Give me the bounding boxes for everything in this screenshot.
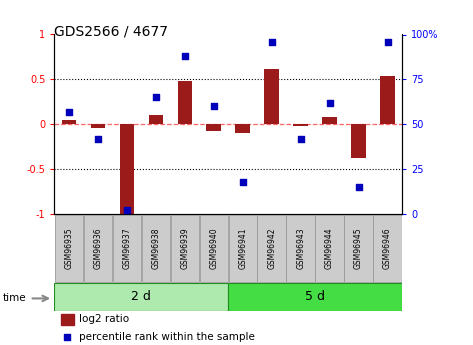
- FancyBboxPatch shape: [200, 215, 228, 282]
- Point: [210, 104, 218, 109]
- Point: [297, 136, 305, 141]
- Text: GSM96946: GSM96946: [383, 228, 392, 269]
- Bar: [61, 314, 73, 325]
- FancyBboxPatch shape: [228, 283, 402, 310]
- FancyBboxPatch shape: [373, 215, 402, 282]
- Point: [94, 136, 102, 141]
- Bar: [236, 124, 250, 133]
- Text: GSM96938: GSM96938: [151, 228, 160, 269]
- Text: GSM96940: GSM96940: [209, 228, 218, 269]
- Text: GSM96935: GSM96935: [64, 228, 73, 269]
- Text: GDS2566 / 4677: GDS2566 / 4677: [54, 24, 168, 38]
- Bar: [351, 124, 366, 158]
- FancyBboxPatch shape: [54, 283, 228, 310]
- FancyBboxPatch shape: [113, 215, 141, 282]
- Point: [123, 208, 131, 213]
- Text: GSM96944: GSM96944: [325, 228, 334, 269]
- Point: [63, 335, 71, 340]
- Bar: [293, 124, 308, 126]
- Bar: [323, 117, 337, 124]
- Text: GSM96943: GSM96943: [296, 228, 305, 269]
- Point: [65, 109, 73, 115]
- Bar: [177, 81, 192, 124]
- Bar: [264, 69, 279, 124]
- Text: GSM96942: GSM96942: [267, 228, 276, 269]
- Text: GSM96941: GSM96941: [238, 228, 247, 269]
- FancyBboxPatch shape: [257, 215, 286, 282]
- Text: 2 d: 2 d: [131, 290, 151, 303]
- Text: GSM96937: GSM96937: [123, 228, 131, 269]
- FancyBboxPatch shape: [171, 215, 199, 282]
- Point: [326, 100, 333, 106]
- Text: 5 d: 5 d: [305, 290, 325, 303]
- Bar: [380, 76, 395, 124]
- Text: GSM96936: GSM96936: [93, 228, 102, 269]
- Point: [355, 184, 362, 190]
- Text: time: time: [2, 294, 26, 303]
- Bar: [61, 120, 76, 124]
- Point: [181, 53, 189, 59]
- FancyBboxPatch shape: [55, 215, 83, 282]
- Bar: [120, 124, 134, 214]
- Text: percentile rank within the sample: percentile rank within the sample: [79, 333, 254, 342]
- FancyBboxPatch shape: [315, 215, 344, 282]
- FancyBboxPatch shape: [84, 215, 112, 282]
- FancyBboxPatch shape: [141, 215, 170, 282]
- Point: [384, 39, 391, 45]
- FancyBboxPatch shape: [228, 215, 257, 282]
- Point: [239, 179, 246, 184]
- FancyBboxPatch shape: [287, 215, 315, 282]
- Point: [152, 95, 159, 100]
- FancyBboxPatch shape: [344, 215, 373, 282]
- Bar: [91, 124, 105, 128]
- Text: GSM96939: GSM96939: [180, 228, 189, 269]
- Point: [268, 39, 275, 45]
- Text: GSM96945: GSM96945: [354, 228, 363, 269]
- Bar: [149, 115, 163, 124]
- Text: log2 ratio: log2 ratio: [79, 314, 129, 324]
- Bar: [207, 124, 221, 131]
